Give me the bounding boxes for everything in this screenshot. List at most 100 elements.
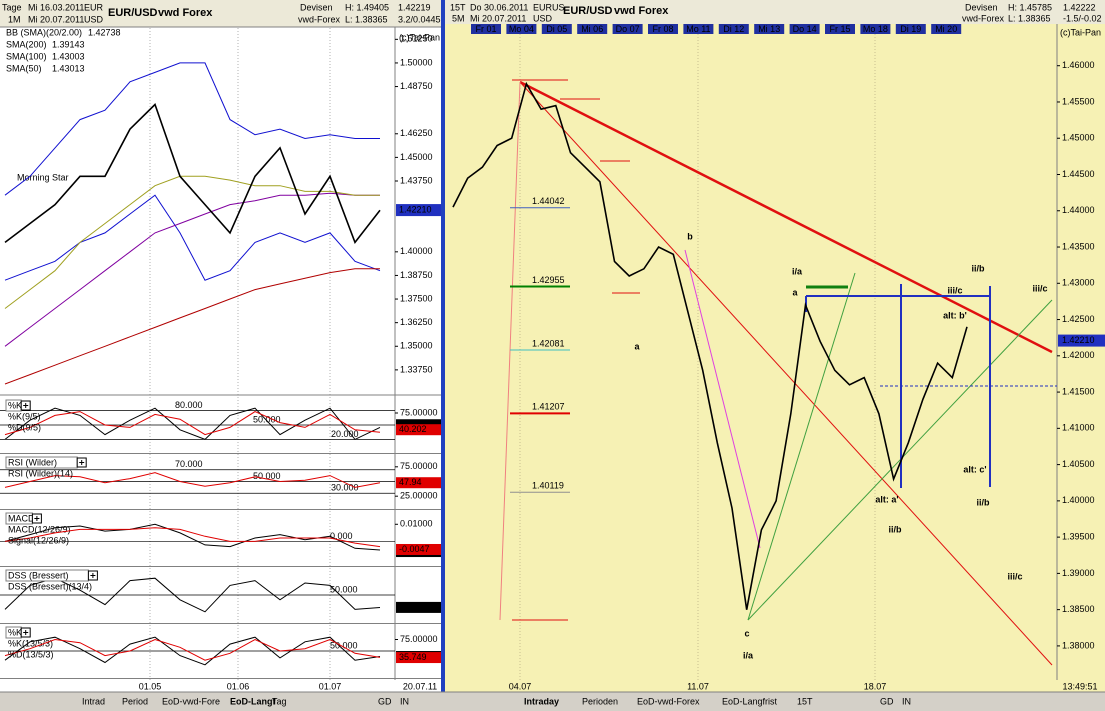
left-header: [0, 0, 441, 27]
symbol: EUR/USD: [563, 5, 613, 17]
last-value: 50.523: [399, 419, 427, 429]
low: L: 1.38365: [1008, 13, 1051, 23]
indicator-button-label[interactable]: MACD: [8, 513, 35, 523]
indicator-button-label[interactable]: DSS (Bressert): [8, 570, 69, 580]
fib-label: 1.42081: [532, 338, 565, 348]
indicator-line: [4, 407, 381, 441]
y-tick-label: 1.39500: [1062, 532, 1095, 542]
indicator-button-label[interactable]: %K: [8, 400, 22, 410]
legend-value: 1.43003: [52, 51, 85, 61]
expand-icon: [23, 403, 29, 408]
period: Tage: [2, 2, 22, 12]
tab[interactable]: Intrad: [82, 696, 105, 706]
legend-value: 1.43013: [52, 63, 85, 73]
y-tick-label: 1.41000: [1062, 423, 1095, 433]
market: Devisen: [300, 2, 333, 12]
tab[interactable]: GD: [880, 696, 894, 706]
trend-line: [747, 272, 856, 621]
level-label: 50.000: [253, 414, 281, 424]
tab[interactable]: Tag: [272, 696, 287, 706]
from-date: Do 30.06.2011: [470, 2, 528, 12]
y-tick-label: 1.38000: [1062, 640, 1095, 650]
y-tick-label: 1.44000: [1062, 205, 1095, 215]
indicator-line: [4, 638, 381, 661]
y-tick-label: 1.43500: [1062, 241, 1095, 251]
y-tick-label: 1.46000: [1062, 60, 1095, 70]
source: vwd Forex: [158, 7, 213, 19]
level-label: 70.000: [175, 459, 203, 469]
tab[interactable]: EoD-Langf: [230, 696, 276, 706]
bollinger-lower: [4, 194, 381, 281]
expand-icon: [79, 460, 85, 465]
tab[interactable]: Period: [122, 696, 148, 706]
expand-icon: [90, 573, 96, 578]
copyright: (c)Tai-Pan: [399, 32, 440, 42]
wave-label: c: [744, 628, 749, 638]
x-tick-label: 01.05: [139, 681, 162, 691]
day-label: Di 19: [900, 24, 921, 34]
tab[interactable]: EoD-vwd-Fore: [162, 696, 220, 706]
y-tick-label: 75.00000: [400, 634, 438, 644]
high: H: 1.49405: [345, 2, 389, 12]
day-label: Mo 11: [686, 24, 710, 34]
wave-label: alt: b': [943, 310, 967, 320]
last-value-box: [396, 543, 441, 555]
y-tick-label: 1.36250: [400, 317, 433, 327]
exchange: vwd-Forex: [962, 13, 1005, 23]
y-tick-label: 1.39000: [1062, 568, 1095, 578]
tab[interactable]: EoD-Langfrist: [722, 696, 778, 706]
wave-label: iii/c: [947, 285, 962, 295]
indicator-button-label[interactable]: %K: [8, 627, 22, 637]
day-box: [541, 24, 572, 34]
resolution: 5M: [452, 13, 465, 23]
y-tick-label: 1.35000: [400, 341, 433, 351]
y-tick-label: 1.41500: [1062, 386, 1095, 396]
day-label: Di 05: [546, 24, 567, 34]
left-date-grid: [149, 28, 331, 680]
level-label: 0.000: [330, 531, 353, 541]
tab[interactable]: Intraday: [524, 696, 559, 706]
change: 3.2/0.0445: [398, 14, 441, 24]
y-tick-label: 1.38500: [1062, 604, 1095, 614]
tab[interactable]: Perioden: [582, 696, 618, 706]
y-tick-label: 1.37500: [400, 293, 433, 303]
tab[interactable]: EoD-vwd-Forex: [637, 696, 700, 706]
tab[interactable]: GD: [378, 696, 392, 706]
indicator-line: [4, 636, 381, 666]
current-price-box: [396, 204, 441, 217]
current-price: 1.42210: [1062, 335, 1095, 345]
tab[interactable]: 15T: [797, 696, 813, 706]
x-tick-label: 04.07: [509, 681, 532, 691]
day-label: Mi 13: [758, 24, 780, 34]
level-label: 50.000: [330, 640, 358, 650]
legend-label: SMA(200): [6, 39, 47, 49]
day-box: [506, 24, 537, 34]
currency: EUR: [84, 2, 104, 12]
day-label: Mi 06: [581, 24, 603, 34]
day-box: [931, 24, 962, 34]
tab[interactable]: IN: [400, 696, 409, 706]
fib-label: 1.44042: [532, 196, 565, 206]
indicator-button-label[interactable]: RSI (Wilder): [8, 457, 57, 467]
indicator-line: [4, 472, 381, 488]
tab[interactable]: IN: [902, 696, 911, 706]
last-value: -0.0047: [399, 544, 430, 554]
level-label: 50.000: [253, 471, 281, 481]
last: 1.42219: [398, 2, 431, 12]
level-label: 50.000: [330, 584, 358, 594]
x-tick-label: 01.06: [227, 681, 250, 691]
wave-label: iii/c: [1007, 571, 1022, 581]
fib-label: 1.40119: [532, 481, 564, 491]
indicator-name: %D(9/5): [8, 422, 41, 432]
wave-label: alt: c': [963, 464, 986, 474]
y-tick-label: 1.45500: [1062, 96, 1095, 106]
last-value-box: [396, 601, 441, 613]
indicator-name: %K(13/5/3): [8, 638, 53, 648]
wave-label: ii/b: [977, 497, 991, 507]
day-label: Do 07: [616, 24, 640, 34]
day-box: [825, 24, 855, 34]
day-label: Di 12: [723, 24, 744, 34]
last-value-box: [396, 424, 441, 436]
fib-label: 1.41207: [532, 402, 565, 412]
market: Devisen: [965, 2, 998, 12]
